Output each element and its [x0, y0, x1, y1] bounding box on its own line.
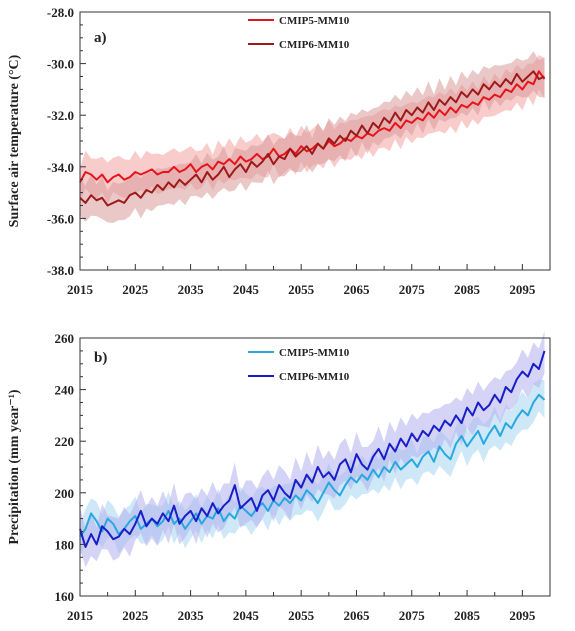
series-line-cmip6-mm10 — [79, 350, 546, 548]
x-tick-label: 2025 — [122, 608, 149, 623]
panel-b-precipitation-chart: 2015 2025 2035 2045 2055 2065 2075 2085 2095 160 1… — [7, 330, 551, 623]
y-tick-label: -28.0 — [47, 5, 74, 20]
legend-entry: CMIP5-MM10 — [279, 347, 350, 359]
x-tick-label: 2045 — [233, 282, 260, 297]
series-line-cmip6-mm10 — [79, 70, 545, 207]
x-tick-label: 2045 — [233, 608, 260, 623]
x-tick-label: 2015 — [67, 608, 94, 623]
series-line-cmip5-mm10 — [79, 70, 546, 184]
y-tick-label: 200 — [55, 486, 75, 501]
y-tick-label: 260 — [55, 331, 75, 346]
y-axis-label: Precipitation (mm year⁻¹) — [7, 389, 22, 545]
series-band-cmip6-mm10 — [80, 51, 545, 223]
y-tick-label: -34.0 — [47, 160, 74, 175]
y-tick-label: 220 — [55, 434, 75, 449]
series-band-cmip6-mm10 — [80, 330, 545, 568]
panel-label: b) — [94, 350, 107, 366]
series-line-cmip5-mm10 — [79, 393, 546, 538]
legend-entry: CMIP6-MM10 — [279, 371, 350, 383]
x-tick-label: 2085 — [454, 282, 481, 297]
y-tick-label: -38.0 — [47, 263, 74, 278]
panel-label: a) — [94, 30, 107, 46]
x-tick-label: 2035 — [178, 282, 205, 297]
x-tick-label: 2035 — [178, 608, 205, 623]
x-tick-label: 2095 — [509, 282, 536, 297]
panel-a-temperature-chart: 2015 2025 2035 2045 2055 2065 2075 2085 2095 -38.… — [7, 5, 551, 297]
x-tick-label: 2015 — [67, 282, 94, 297]
x-tick-label: 2065 — [343, 608, 370, 623]
x-tick-label: 2075 — [399, 282, 426, 297]
y-tick-label: 240 — [55, 383, 75, 398]
y-tick-label: 180 — [55, 537, 75, 552]
x-tick-label: 2025 — [122, 282, 149, 297]
y-tick-label: 160 — [55, 589, 75, 604]
legend-entry: CMIP6-MM10 — [279, 39, 350, 51]
y-tick-label: -32.0 — [47, 108, 74, 123]
x-tick-label: 2065 — [343, 282, 370, 297]
y-tick-label: -36.0 — [47, 211, 74, 226]
x-tick-label: 2075 — [399, 608, 426, 623]
x-tick-label: 2055 — [288, 608, 315, 623]
x-tick-label: 2095 — [509, 608, 536, 623]
y-tick-label: -30.0 — [47, 57, 74, 72]
x-tick-label: 2085 — [454, 608, 481, 623]
x-tick-label: 2055 — [288, 282, 315, 297]
legend-entry: CMIP5-MM10 — [279, 15, 350, 27]
y-axis-label: Surface air temperature (°C) — [7, 54, 22, 227]
